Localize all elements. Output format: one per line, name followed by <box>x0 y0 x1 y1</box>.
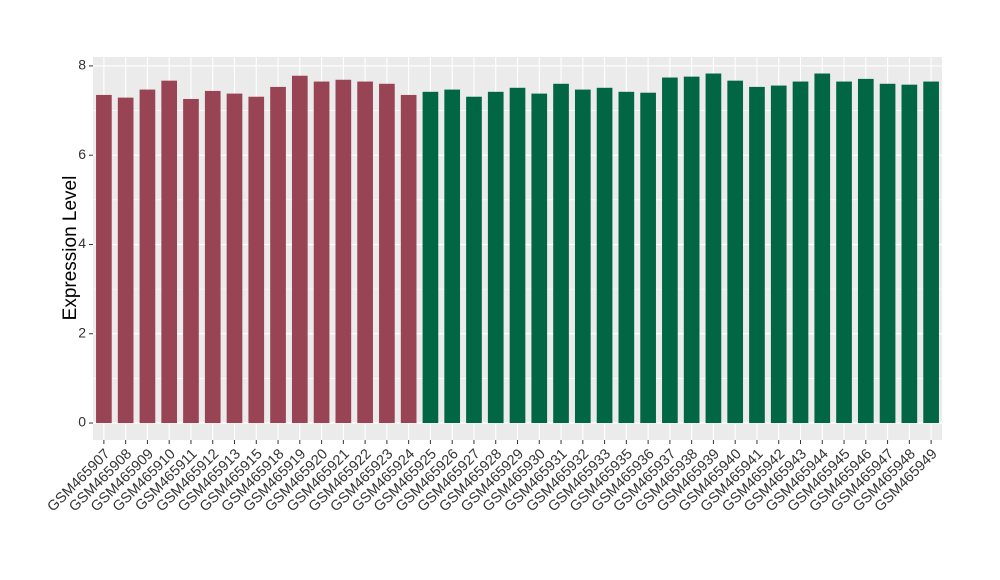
bar <box>204 90 221 424</box>
bar <box>466 96 482 424</box>
bar <box>574 89 591 424</box>
bar <box>487 91 504 424</box>
bar <box>770 85 787 424</box>
bar <box>553 83 569 424</box>
bar <box>248 96 265 424</box>
bar <box>857 78 874 424</box>
bar <box>444 89 461 424</box>
y-axis-title: Expression Level <box>60 176 81 321</box>
bar <box>313 81 330 424</box>
bar <box>531 93 548 424</box>
bar <box>901 84 918 424</box>
bar <box>836 81 852 424</box>
bar <box>596 87 613 424</box>
bar <box>117 97 134 424</box>
bar <box>727 80 744 424</box>
bar <box>640 92 656 424</box>
bar <box>814 73 831 424</box>
bar <box>792 81 809 424</box>
bar <box>923 81 939 424</box>
bar <box>662 77 678 424</box>
y-tick-label: 2 <box>78 324 86 340</box>
y-tick-label: 6 <box>78 146 86 162</box>
bar <box>291 75 308 424</box>
y-tick-label: 8 <box>78 57 86 73</box>
bar <box>400 94 417 424</box>
y-tick-label: 4 <box>78 235 86 251</box>
bar <box>226 93 243 424</box>
bar <box>749 86 765 424</box>
bar <box>379 83 395 424</box>
bar <box>139 89 156 424</box>
bar <box>422 91 439 424</box>
bar <box>96 94 112 424</box>
bar <box>705 73 722 424</box>
bar <box>183 98 199 424</box>
bar <box>509 87 526 424</box>
bar <box>618 91 635 424</box>
bar <box>270 86 286 424</box>
y-tick-label: 0 <box>78 414 86 430</box>
bar <box>879 83 896 424</box>
bar <box>335 79 352 424</box>
bar <box>683 76 700 424</box>
bar <box>357 81 373 424</box>
bar <box>161 80 178 424</box>
